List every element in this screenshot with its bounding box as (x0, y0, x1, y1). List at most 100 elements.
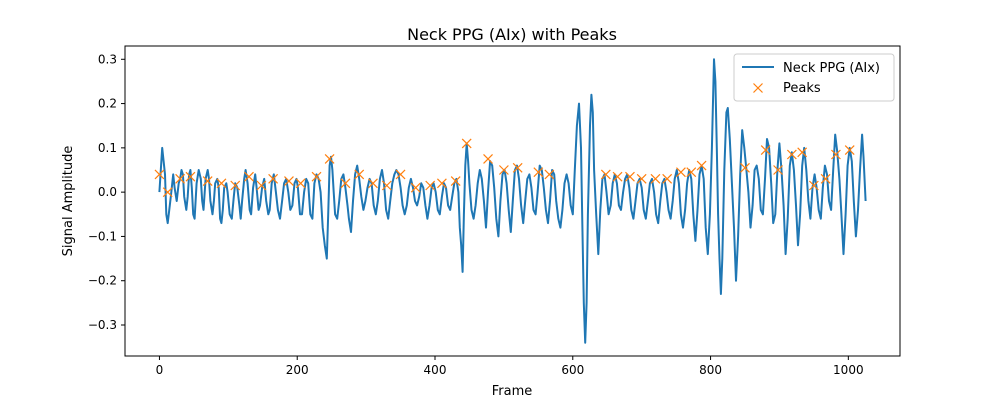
peak-marker (410, 182, 421, 193)
peak-marker (786, 149, 797, 160)
peak-marker-stroke (175, 173, 186, 184)
y-tick-label: 0.2 (98, 97, 117, 111)
y-tick-label: −0.3 (88, 318, 117, 332)
peak-marker (354, 169, 365, 180)
peak-marker-stroke (230, 180, 241, 191)
peak-marker-stroke (256, 180, 267, 191)
peak-marker-stroke (368, 178, 378, 189)
peak-marker-stroke (760, 145, 771, 155)
peak-marker (230, 180, 241, 191)
y-tick-label: −0.2 (88, 274, 117, 288)
peak-marker (650, 173, 661, 184)
peak-marker-stroke (185, 171, 196, 182)
x-tick-label: 0 (156, 363, 164, 377)
peak-marker-stroke (600, 169, 611, 180)
peak-marker (185, 171, 196, 182)
peak-marker (773, 165, 783, 175)
legend-label-peaks: Peaks (783, 81, 821, 96)
peak-marker-stroke (450, 176, 461, 186)
peak-marker-stroke (512, 162, 523, 173)
peak-marker (324, 154, 335, 164)
x-axis: 0 200 400 600 800 1000 (156, 356, 864, 377)
peak-marker (256, 180, 267, 191)
peak-marker-stroke (425, 180, 436, 191)
peak-marker (600, 169, 611, 180)
peak-marker-stroke (797, 147, 808, 158)
peak-marker (676, 167, 686, 178)
y-tick-label: 0.0 (98, 185, 117, 199)
peak-marker (175, 173, 186, 184)
peak-marker-stroke (154, 169, 165, 180)
peak-marker (808, 180, 819, 191)
peak-marker-stroke (696, 160, 707, 171)
peak-marker-stroke (612, 171, 623, 182)
legend: Neck PPG (AIx) Peaks (733, 53, 895, 102)
x-tick-label: 600 (561, 363, 584, 377)
peak-marker (340, 178, 351, 189)
peak-marker-stroke (533, 167, 544, 178)
plot-area (154, 58, 867, 344)
peak-marker (662, 173, 673, 184)
legend-marker-swatch (753, 83, 763, 93)
peak-marker-stroke (324, 154, 335, 164)
peak-marker-stroke (284, 176, 294, 186)
y-tick-label: 0.3 (98, 52, 117, 66)
chart-title: Neck PPG (AIx) with Peaks (407, 25, 617, 44)
peak-marker-stroke (381, 180, 392, 191)
peak-marker-stroke (268, 173, 279, 184)
peak-marker-stroke (354, 169, 365, 180)
peak-marker (498, 165, 509, 175)
peak-marker (512, 162, 523, 173)
peak-marker (831, 149, 841, 160)
x-tick-label: 400 (424, 363, 447, 377)
peak-marker (450, 176, 461, 186)
peak-marker-stroke (636, 173, 647, 184)
peak-marker (483, 154, 493, 164)
peak-marker (284, 176, 294, 186)
peak-marker-stroke (295, 178, 306, 189)
peak-marker-stroke (662, 173, 673, 184)
peak-marker-stroke (844, 145, 855, 155)
peak-marker (686, 167, 697, 178)
peak-marker (244, 171, 254, 182)
legend-box (733, 53, 895, 102)
peak-marker (381, 180, 392, 191)
x-tick-label: 800 (699, 363, 722, 377)
legend-label-signal: Neck PPG (AIx) (783, 61, 880, 76)
x-tick-label: 200 (286, 363, 309, 377)
peak-marker-stroke (311, 171, 322, 182)
peak-marker (625, 171, 635, 182)
peak-marker (216, 178, 227, 189)
peak-marker (268, 173, 279, 184)
x-tick-label: 1000 (833, 363, 864, 377)
peak-marker (162, 187, 173, 198)
peak-marker (612, 171, 623, 182)
peak-marker-stroke (786, 149, 797, 160)
peak-marker-stroke (820, 173, 831, 184)
peak-marker (740, 162, 750, 173)
y-tick-label: −0.1 (88, 229, 117, 243)
peak-marker-stroke (544, 169, 555, 180)
peak-marker (820, 173, 831, 184)
x-axis-label: Frame (492, 384, 533, 399)
peak-marker-stroke (498, 165, 509, 175)
peak-marker-stroke (436, 178, 447, 189)
peak-marker (311, 171, 322, 182)
peak-marker-stroke (162, 187, 173, 198)
y-axis: −0.3 −0.2 −0.1 0.0 0.1 0.2 0.3 (88, 52, 125, 332)
peak-marker-stroke (202, 176, 213, 186)
peak-marker-stroke (686, 167, 697, 178)
peak-marker (395, 169, 406, 180)
peak-marker-stroke (625, 171, 635, 182)
peak-marker (844, 145, 855, 155)
y-tick-label: 0.1 (98, 141, 117, 155)
peak-marker-stroke (740, 162, 750, 173)
peak-marker-stroke (650, 173, 661, 184)
peak-marker (760, 145, 771, 155)
peak-marker-stroke (676, 167, 686, 178)
peak-marker (636, 173, 647, 184)
peak-marker-stroke (773, 165, 783, 175)
peak-marker (154, 169, 165, 180)
peak-marker (544, 169, 555, 180)
